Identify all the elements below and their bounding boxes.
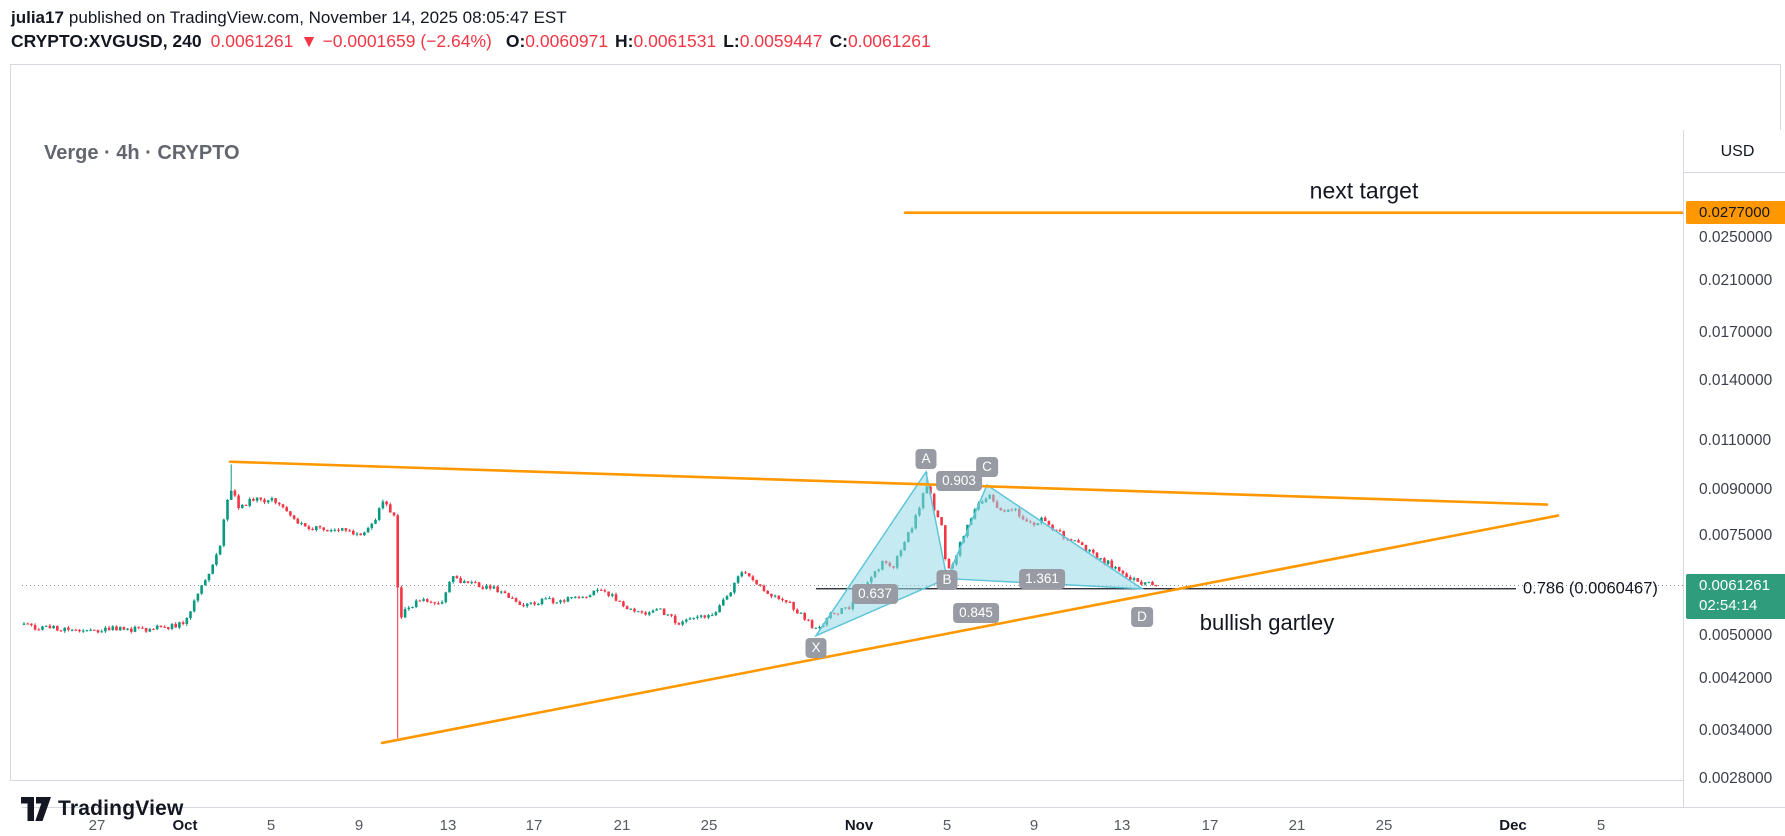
gartley-ratio-badge: 0.637 xyxy=(852,584,898,604)
ohlc-value: 0.0061261 xyxy=(847,31,931,51)
tradingview-brand: TradingView xyxy=(58,797,184,820)
gartley-pattern-xab xyxy=(813,470,948,638)
tradingview-logo-icon xyxy=(21,797,51,821)
ohlc-values: O:0.0060971 H:0.0061531 L:0.0059447 C:0.006… xyxy=(499,31,931,51)
time-tick: 13 xyxy=(1113,817,1131,834)
time-tick: 9 xyxy=(354,817,364,834)
currency-label: USD xyxy=(1684,130,1785,173)
price-axis[interactable]: USD 0.0277000 0.0061261 02:54:14 0.02500… xyxy=(1683,130,1785,807)
author-link[interactable]: julia17 xyxy=(11,8,64,27)
chart-plot-area[interactable]: Verge · 4h · CRYPTO next target bullish … xyxy=(22,130,1683,807)
gartley-ratio-badge: 1.361 xyxy=(1019,569,1065,589)
symbol-title[interactable]: CRYPTO:XVGUSD, 240 xyxy=(11,31,202,51)
upper-triangle-line xyxy=(228,460,1549,506)
publish-text: published on TradingView.com, November 1… xyxy=(68,8,567,27)
price-tick: 0.0110000 xyxy=(1699,431,1772,449)
ohlc-label: C: xyxy=(829,31,848,51)
time-tick: 27 xyxy=(88,817,106,834)
time-tick: Nov xyxy=(844,817,874,834)
time-tick: 5 xyxy=(942,817,952,834)
time-tick: 25 xyxy=(1375,817,1393,834)
time-tick: 17 xyxy=(1201,817,1219,834)
ohlc-value: 0.0061531 xyxy=(633,31,717,51)
ohlc-label: L: xyxy=(723,31,740,51)
gartley-point-d: D xyxy=(1131,607,1153,627)
ohlc-value: 0.0059447 xyxy=(739,31,823,51)
time-tick: 17 xyxy=(525,817,543,834)
gartley-point-a: A xyxy=(915,449,937,469)
time-tick: 9 xyxy=(1029,817,1039,834)
candlestick-chart xyxy=(22,211,1683,745)
price-tick: 0.0140000 xyxy=(1699,372,1773,390)
price-tick: 0.0250000 xyxy=(1699,228,1773,246)
time-axis[interactable]: 27 Oct 5 9 13 17 21 25 Nov 5 9 13 17 21 25 Dec 5 xyxy=(22,807,1785,836)
current-price-label: 0.0061261 xyxy=(1699,576,1770,594)
countdown-timer: 02:54:14 xyxy=(1699,596,1758,614)
next-target-label: next target xyxy=(1309,177,1419,204)
time-tick: 5 xyxy=(266,817,276,834)
price-tick: 0.0075000 xyxy=(1699,526,1773,544)
time-tick: 25 xyxy=(700,817,718,834)
gartley-ratio-badge: 0.903 xyxy=(936,471,982,491)
ohlc-value: 0.0060971 xyxy=(525,31,609,51)
price-change: ▼ −0.0001659 (−2.64%) xyxy=(300,31,492,51)
target-price-badge: 0.0277000 xyxy=(1686,201,1785,225)
ohlc-label: H: xyxy=(615,31,634,51)
time-tick: 21 xyxy=(613,817,631,834)
time-tick: 13 xyxy=(439,817,457,834)
price-tick: 0.0050000 xyxy=(1699,626,1773,644)
price-tick: 0.0034000 xyxy=(1699,722,1773,739)
time-tick: Oct xyxy=(172,817,198,834)
ohlc-label: O: xyxy=(505,31,526,51)
price-tick: 0.0042000 xyxy=(1699,669,1773,687)
gartley-point-b: B xyxy=(936,570,958,590)
current-price-badge: 0.0061261 02:54:14 xyxy=(1686,573,1785,619)
price-tick: 0.0090000 xyxy=(1699,481,1773,499)
footer-brand-link[interactable]: TradingView xyxy=(21,797,184,821)
gartley-point-x: X xyxy=(805,638,827,658)
last-price-value: 0.0061261 xyxy=(210,31,294,51)
time-tick: Dec xyxy=(1499,817,1527,834)
publish-info: julia17 published on TradingView.com, Nov… xyxy=(11,8,567,28)
price-tick: 0.0028000 xyxy=(1699,769,1773,787)
lower-triangle-line xyxy=(380,514,1560,745)
time-tick: 5 xyxy=(1596,817,1606,834)
bullish-gartley-label: bullish gartley xyxy=(1199,610,1335,635)
gartley-ratio-badge: 0.845 xyxy=(953,603,999,623)
symbol-header: CRYPTO:XVGUSD, 240 0.0061261 ▼ −0.0001659 … xyxy=(11,31,931,52)
price-tick: 0.0170000 xyxy=(1699,324,1773,342)
price-tick: 0.0210000 xyxy=(1699,272,1773,290)
chart-frame: Verge · 4h · CRYPTO next target bullish … xyxy=(10,64,1785,836)
time-tick: 21 xyxy=(1288,817,1306,834)
fib-level-label: 0.786 (0.0060467) xyxy=(1523,579,1658,598)
